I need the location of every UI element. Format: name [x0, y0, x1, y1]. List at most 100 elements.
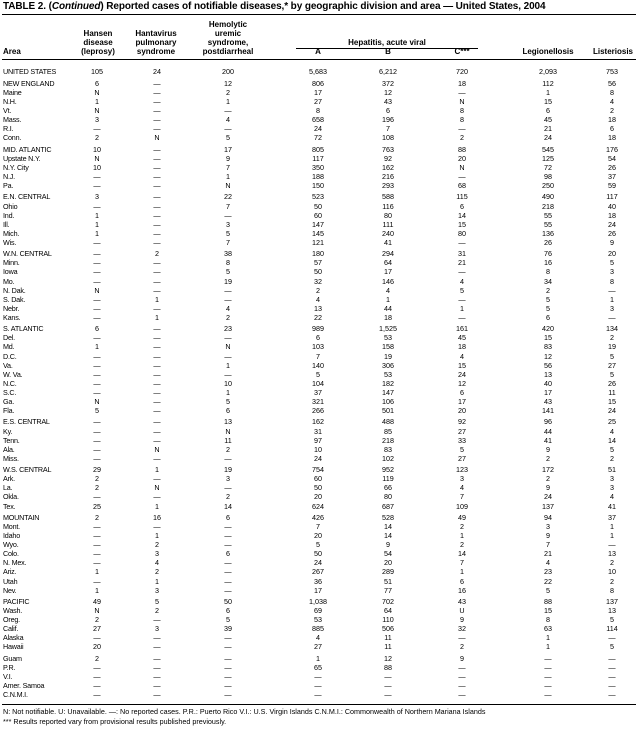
cell-hus: 2: [226, 492, 230, 502]
cell-listeriosis: 117: [606, 192, 618, 202]
area-name: Hawaii: [3, 642, 24, 652]
area-name: Okla.: [3, 492, 19, 502]
header-hansen: Hansen disease (leprosy): [70, 29, 126, 56]
cell-hansen: —: [93, 258, 101, 268]
area-name: Tex.: [3, 501, 16, 511]
table-row: W.N. CENTRAL — 2 38 180 294 31 76 20: [0, 249, 640, 258]
cell-hep-a: 426: [312, 513, 324, 523]
cell-hansen: 3: [95, 192, 99, 202]
cell-hep-c: 27: [458, 426, 466, 436]
footnote-legend: N: Not notifiable. U: Unavailable. —: No…: [3, 707, 486, 716]
table-row: W.S. CENTRAL 29 1 19 754 952 123 172 51: [0, 465, 640, 474]
cell-listeriosis: —: [608, 654, 616, 664]
cell-hus: 1: [226, 360, 230, 370]
cell-hep-b: 64: [384, 606, 392, 616]
cell-hansen: 1: [95, 210, 99, 220]
cell-hep-a: —: [314, 672, 322, 682]
cell-listeriosis: —: [608, 633, 616, 643]
cell-legionellosis: 63: [544, 624, 552, 634]
cell-hantavirus: 2: [155, 567, 159, 577]
cell-legionellosis: 23: [544, 567, 552, 577]
table-row: NEW ENGLAND 6 — 12 806 372 18 112 56: [0, 79, 640, 88]
table-row: Utah —1—36 51 6 22 2: [0, 577, 640, 586]
cell-hep-a: 50: [314, 483, 322, 493]
area-name: UNITED STATES: [3, 67, 57, 76]
cell-legionellosis: 137: [542, 501, 554, 511]
table-row: Ga. N — 5 321 106 17 43 15: [0, 397, 640, 406]
cell-legionellosis: 55: [544, 210, 552, 220]
cell-hep-a: 266: [312, 405, 324, 415]
cell-listeriosis: 4: [610, 96, 614, 106]
cell-hep-a: 31: [314, 426, 322, 436]
area-name: Utah: [3, 576, 18, 586]
table-row: E.S. CENTRAL — — 13 162 488 92 96 25: [0, 417, 640, 426]
cell-listeriosis: 1: [610, 294, 614, 304]
cell-legionellosis: 40: [544, 378, 552, 388]
area-name: P.R.: [3, 663, 16, 673]
cell-listeriosis: 5: [610, 258, 614, 268]
cell-hansen: —: [93, 435, 101, 445]
cell-hep-b: 182: [382, 378, 394, 388]
cell-hep-c: 109: [456, 501, 468, 511]
area-name: Nev.: [3, 585, 17, 595]
table-row: E.N. CENTRAL 3 — 22 523 588 115 490 117: [0, 192, 640, 201]
area-name: W.N. CENTRAL: [3, 249, 52, 259]
cell-hep-c: 68: [458, 180, 466, 190]
cell-listeriosis: 6: [610, 123, 614, 133]
area-name: Va.: [3, 360, 13, 370]
cell-hep-a: 65: [314, 663, 322, 673]
cell-hansen: 29: [93, 465, 101, 475]
cell-hansen: 2: [95, 474, 99, 484]
cell-hansen: 2: [95, 483, 99, 493]
cell-listeriosis: 59: [608, 180, 616, 190]
cell-hantavirus: —: [153, 276, 161, 286]
cell-hep-c: 88: [458, 144, 466, 154]
header-hep-c: C***: [454, 47, 470, 56]
cell-hantavirus: 1: [155, 576, 159, 586]
area-name: Minn.: [3, 258, 20, 268]
cell-hep-b: 80: [384, 210, 392, 220]
area-name: Conn.: [3, 132, 22, 142]
cell-hep-c: —: [458, 237, 466, 247]
table-row: Miss. — — — 24 102 27 2 2: [0, 454, 640, 463]
cell-hep-a: 150: [312, 180, 324, 190]
area-name: Upstate N.Y.: [3, 153, 41, 163]
cell-hep-a: 117: [312, 153, 324, 163]
cell-hus: 5: [226, 132, 230, 142]
cell-hantavirus: 1: [155, 294, 159, 304]
cell-hep-b: 111: [382, 219, 394, 229]
cell-hus: 13: [224, 417, 232, 427]
cell-hep-a: 17: [314, 87, 322, 97]
cell-hep-b: 12: [384, 87, 392, 97]
cell-hep-b: 11: [384, 633, 392, 643]
area-name: Nebr.: [3, 303, 20, 313]
cell-hep-c: 33: [458, 435, 466, 445]
cell-hep-b: 306: [382, 360, 394, 370]
cell-hansen: 2: [95, 132, 99, 142]
area-name: N.J.: [3, 171, 15, 181]
cell-hep-c: —: [458, 294, 466, 304]
table-row: N. Mex. — 4 — 24 20 7 4 2: [0, 558, 640, 567]
cell-legionellosis: 15: [544, 606, 552, 616]
area-name: S.C.: [3, 387, 17, 397]
cell-listeriosis: 18: [608, 132, 616, 142]
area-name: Pa.: [3, 180, 14, 190]
table-row: Hawaii 20 — — 27 11 2 1 5: [0, 642, 640, 651]
area-name: Alaska: [3, 633, 24, 643]
cell-legionellosis: 94: [544, 513, 552, 523]
table-row: Nev. 1 3 — 17 77 16 5 8: [0, 586, 640, 595]
area-name: N. Dak.: [3, 285, 26, 295]
cell-hansen: —: [93, 387, 101, 397]
cell-listeriosis: 37: [608, 171, 616, 181]
cell-hansen: —: [93, 633, 101, 643]
cell-hep-c: —: [458, 171, 466, 181]
cell-hantavirus: —: [153, 417, 161, 427]
cell-hus: —: [224, 690, 232, 700]
cell-hansen: —: [93, 417, 101, 427]
cell-hep-c: 18: [458, 78, 466, 88]
cell-hus: 6: [226, 513, 230, 523]
cell-hus: 22: [224, 192, 232, 202]
cell-legionellosis: 24: [544, 492, 552, 502]
area-name: Amer. Samoa: [3, 681, 45, 691]
cell-hansen: N: [94, 396, 100, 406]
